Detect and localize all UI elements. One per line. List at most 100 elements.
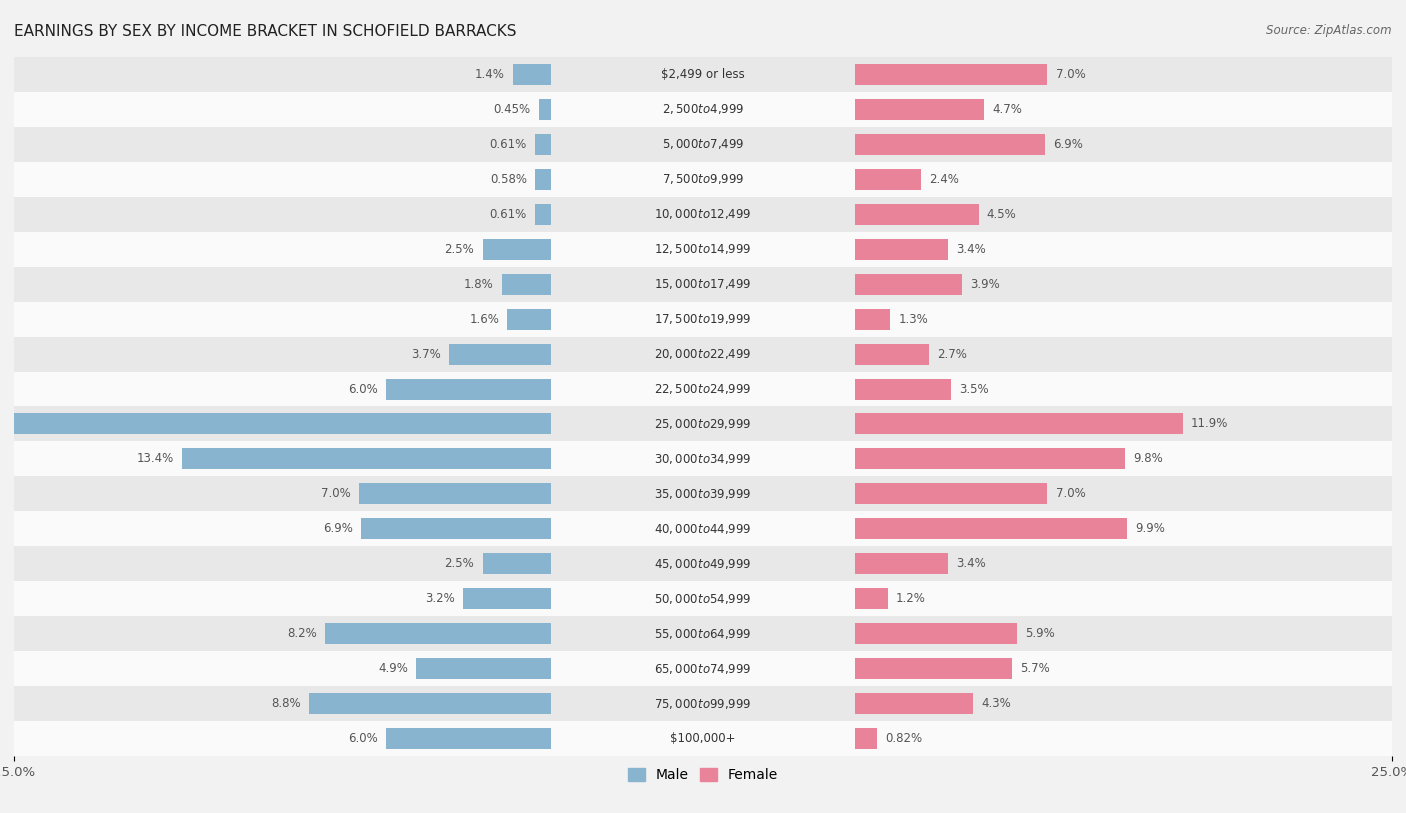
Bar xyxy=(14,476,1392,511)
Bar xyxy=(14,197,1392,232)
Bar xyxy=(513,64,551,85)
Bar xyxy=(855,589,887,609)
Text: 6.0%: 6.0% xyxy=(349,733,378,745)
Bar xyxy=(855,449,1125,469)
Bar xyxy=(855,344,929,364)
Bar xyxy=(482,239,551,259)
Bar xyxy=(416,659,551,679)
Text: $17,500 to $19,999: $17,500 to $19,999 xyxy=(654,312,752,326)
Bar xyxy=(534,204,551,224)
Text: 6.9%: 6.9% xyxy=(323,523,353,535)
Text: 0.61%: 0.61% xyxy=(489,208,526,220)
Bar xyxy=(14,337,1392,372)
Bar xyxy=(855,484,1047,504)
Text: 2.5%: 2.5% xyxy=(444,243,474,255)
Text: 2.4%: 2.4% xyxy=(929,173,959,185)
Bar xyxy=(450,344,551,364)
Bar xyxy=(855,554,948,574)
Text: 4.3%: 4.3% xyxy=(981,698,1011,710)
Text: $20,000 to $22,499: $20,000 to $22,499 xyxy=(654,347,752,361)
Text: 0.61%: 0.61% xyxy=(489,138,526,150)
Text: $35,000 to $39,999: $35,000 to $39,999 xyxy=(654,487,752,501)
Text: $2,500 to $4,999: $2,500 to $4,999 xyxy=(662,102,744,116)
Text: $40,000 to $44,999: $40,000 to $44,999 xyxy=(654,522,752,536)
Bar xyxy=(14,57,1392,92)
Text: 1.4%: 1.4% xyxy=(475,68,505,80)
Text: 0.58%: 0.58% xyxy=(491,173,527,185)
Bar xyxy=(14,127,1392,162)
Bar xyxy=(855,169,921,189)
Bar xyxy=(855,309,890,329)
Bar xyxy=(14,372,1392,406)
Text: 9.9%: 9.9% xyxy=(1136,523,1166,535)
Text: 6.9%: 6.9% xyxy=(1053,138,1083,150)
Bar xyxy=(14,686,1392,721)
Text: 0.45%: 0.45% xyxy=(494,103,531,115)
Bar xyxy=(14,232,1392,267)
Bar xyxy=(14,267,1392,302)
Text: 4.7%: 4.7% xyxy=(993,103,1022,115)
Bar xyxy=(387,379,551,399)
Bar xyxy=(508,309,551,329)
Text: $5,000 to $7,499: $5,000 to $7,499 xyxy=(662,137,744,151)
Text: $55,000 to $64,999: $55,000 to $64,999 xyxy=(654,627,752,641)
Bar xyxy=(855,134,1045,154)
Text: 8.8%: 8.8% xyxy=(271,698,301,710)
Bar xyxy=(534,134,551,154)
Bar xyxy=(536,169,551,189)
Bar xyxy=(855,379,950,399)
Text: 7.0%: 7.0% xyxy=(1056,68,1085,80)
Bar xyxy=(14,721,1392,756)
Text: 0.82%: 0.82% xyxy=(886,733,922,745)
Bar xyxy=(855,728,877,749)
Text: $10,000 to $12,499: $10,000 to $12,499 xyxy=(654,207,752,221)
Bar xyxy=(463,589,551,609)
Text: 4.5%: 4.5% xyxy=(987,208,1017,220)
Bar xyxy=(183,449,551,469)
Bar xyxy=(14,651,1392,686)
Text: EARNINGS BY SEX BY INCOME BRACKET IN SCHOFIELD BARRACKS: EARNINGS BY SEX BY INCOME BRACKET IN SCH… xyxy=(14,24,516,39)
Text: 3.2%: 3.2% xyxy=(425,593,456,605)
Text: $75,000 to $99,999: $75,000 to $99,999 xyxy=(654,697,752,711)
Bar xyxy=(14,616,1392,651)
Legend: Male, Female: Male, Female xyxy=(623,763,783,788)
Bar xyxy=(855,204,979,224)
Bar xyxy=(855,99,984,120)
Bar xyxy=(361,519,551,539)
Bar xyxy=(855,414,1182,434)
Text: $7,500 to $9,999: $7,500 to $9,999 xyxy=(662,172,744,186)
Text: $30,000 to $34,999: $30,000 to $34,999 xyxy=(654,452,752,466)
Text: $45,000 to $49,999: $45,000 to $49,999 xyxy=(654,557,752,571)
Text: $22,500 to $24,999: $22,500 to $24,999 xyxy=(654,382,752,396)
Text: $100,000+: $100,000+ xyxy=(671,733,735,745)
Text: $2,499 or less: $2,499 or less xyxy=(661,68,745,80)
Text: $65,000 to $74,999: $65,000 to $74,999 xyxy=(654,662,752,676)
Bar xyxy=(0,414,551,434)
Text: 5.9%: 5.9% xyxy=(1025,628,1054,640)
Bar xyxy=(14,546,1392,581)
Text: 3.7%: 3.7% xyxy=(412,348,441,360)
Text: $25,000 to $29,999: $25,000 to $29,999 xyxy=(654,417,752,431)
Text: $15,000 to $17,499: $15,000 to $17,499 xyxy=(654,277,752,291)
Bar xyxy=(14,511,1392,546)
Text: 9.8%: 9.8% xyxy=(1133,453,1163,465)
Text: 2.5%: 2.5% xyxy=(444,558,474,570)
Text: $12,500 to $14,999: $12,500 to $14,999 xyxy=(654,242,752,256)
Text: 1.3%: 1.3% xyxy=(898,313,928,325)
Text: 1.6%: 1.6% xyxy=(470,313,499,325)
Text: 2.7%: 2.7% xyxy=(938,348,967,360)
Bar xyxy=(14,162,1392,197)
Bar xyxy=(387,728,551,749)
Bar xyxy=(538,99,551,120)
Text: 3.4%: 3.4% xyxy=(956,558,986,570)
Text: 7.0%: 7.0% xyxy=(321,488,350,500)
Bar xyxy=(359,484,551,504)
Text: Source: ZipAtlas.com: Source: ZipAtlas.com xyxy=(1267,24,1392,37)
Bar xyxy=(14,302,1392,337)
Text: 6.0%: 6.0% xyxy=(349,383,378,395)
Bar xyxy=(855,624,1017,644)
Bar xyxy=(855,659,1012,679)
Text: $50,000 to $54,999: $50,000 to $54,999 xyxy=(654,592,752,606)
Bar xyxy=(14,441,1392,476)
Bar xyxy=(855,274,962,294)
